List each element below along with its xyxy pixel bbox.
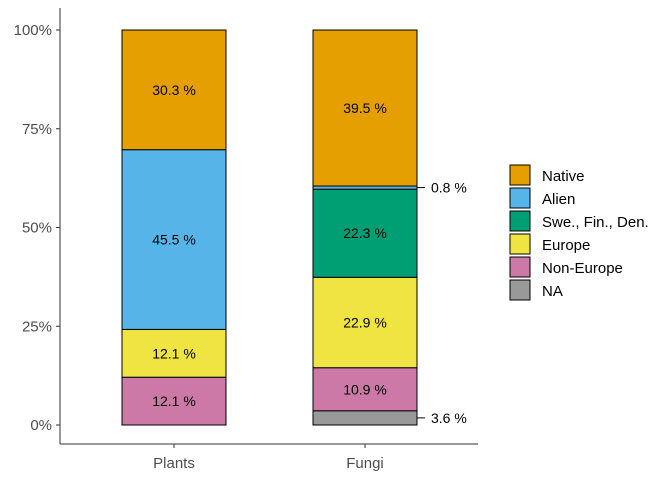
legend-key-swe-fin-den: [509, 210, 531, 232]
x-axis: Plants Fungi: [60, 443, 478, 472]
x-tick-label: Fungi: [346, 455, 384, 472]
y-tick-label: 75%: [22, 121, 52, 138]
data-label-fungi-swe-fin-den: 22.3 %: [343, 225, 387, 241]
callouts: 0.8 % 3.6 %: [417, 180, 467, 426]
legend-label-alien: Alien: [542, 191, 575, 208]
y-tick-label: 25%: [22, 318, 52, 335]
legend-key-na: [509, 279, 531, 301]
legend-label-swe-fin-den: Swe., Fin., Den.: [542, 214, 649, 231]
callout-label-na: 3.6 %: [431, 410, 467, 426]
legend-key-non-europe: [509, 256, 531, 278]
legend-key-alien: [509, 187, 531, 209]
bar-segment-fungi-native: [312, 29, 418, 187]
bar-segment-plants-europe: [121, 328, 227, 378]
y-axis: 0% 25% 50% 75% 100%: [14, 8, 61, 444]
legend: Native Alien Swe., Fin., Den. Europe Non-Eur…: [509, 164, 649, 301]
bar-segment-fungi-europe: [312, 276, 418, 369]
data-label-plants-non-europe: 12.1 %: [152, 393, 196, 409]
bar-segment-plants-non-europe: [121, 376, 227, 426]
legend-label-na: NA: [542, 283, 563, 300]
y-tick-label: 50%: [22, 220, 52, 237]
legend-key-europe: [509, 233, 531, 255]
y-tick-label: 0%: [30, 417, 52, 434]
bar-segment-fungi-na: [312, 410, 418, 426]
data-label-fungi-europe: 22.9 %: [343, 314, 387, 330]
callout-label-alien: 0.8 %: [431, 180, 467, 196]
bar-segment-plants-native: [121, 29, 227, 151]
legend-key-native: [509, 164, 531, 186]
bar-segment-plants-alien: [121, 149, 227, 330]
legend-label-non-europe: Non-Europe: [542, 260, 623, 277]
bars: 12.1 % 12.1 % 45.5 % 30.3 % 10.9 % 22.9 % 22.3…: [121, 29, 418, 426]
data-label-fungi-native: 39.5 %: [343, 100, 387, 116]
data-label-plants-europe: 12.1 %: [152, 345, 196, 361]
legend-label-native: Native: [542, 168, 585, 185]
data-label-plants-alien: 45.5 %: [152, 232, 196, 248]
x-tick-label: Plants: [153, 455, 195, 472]
data-label-fungi-non-europe: 10.9 %: [343, 381, 387, 397]
y-tick-label: 100%: [14, 22, 52, 39]
legend-label-europe: Europe: [542, 237, 590, 254]
bar-segment-fungi-non-europe: [312, 367, 418, 412]
data-label-plants-native: 30.3 %: [152, 82, 196, 98]
